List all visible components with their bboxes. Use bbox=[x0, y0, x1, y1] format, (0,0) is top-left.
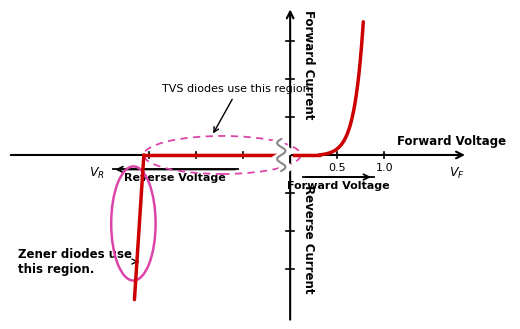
Text: Reverse Current: Reverse Current bbox=[302, 186, 315, 294]
Text: 0.5: 0.5 bbox=[328, 164, 346, 173]
Text: TVS diodes use this region.: TVS diodes use this region. bbox=[162, 84, 314, 132]
Text: 1.0: 1.0 bbox=[375, 164, 393, 173]
Text: Reverse Voltage: Reverse Voltage bbox=[124, 173, 226, 183]
Text: Zener diodes use
this region.: Zener diodes use this region. bbox=[18, 247, 138, 275]
Text: Forward Voltage: Forward Voltage bbox=[397, 135, 506, 148]
Text: $V_F$: $V_F$ bbox=[449, 165, 465, 181]
Text: $V_R$: $V_R$ bbox=[89, 165, 105, 181]
Text: Forward Current: Forward Current bbox=[302, 11, 315, 120]
Text: Forward Voltage: Forward Voltage bbox=[288, 181, 390, 191]
